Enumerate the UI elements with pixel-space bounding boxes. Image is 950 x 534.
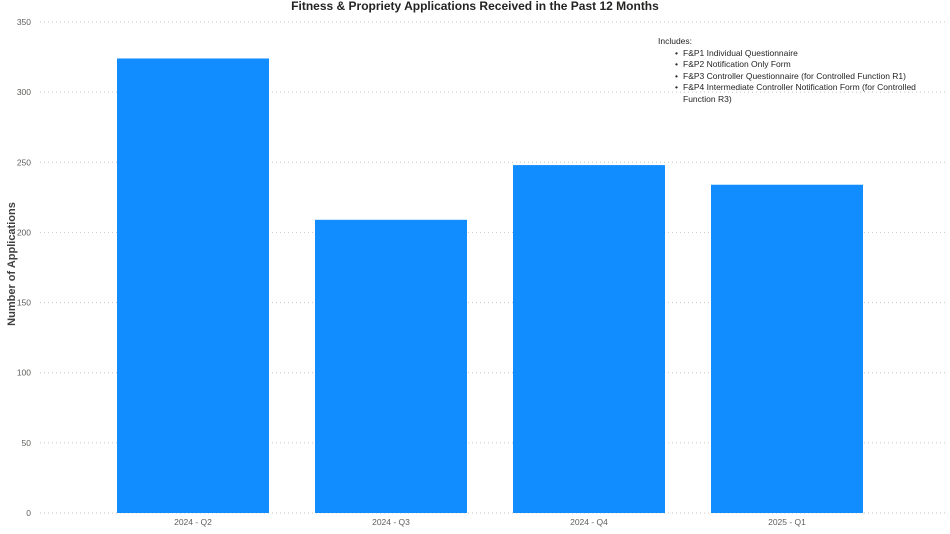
y-tick-label: 200 [17, 227, 31, 237]
y-axis-ticks: 0 50 100 150 200 250 300 350 [17, 17, 31, 518]
x-tick-label: 2024 - Q3 [372, 517, 410, 527]
y-tick-label: 250 [17, 157, 31, 167]
annotation-item: F&P3 Controller Questionnaire (for Contr… [675, 71, 943, 83]
y-tick-label: 300 [17, 87, 31, 97]
annotation-item: F&P1 Individual Questionnaire [675, 48, 943, 60]
bar[interactable] [315, 219, 467, 513]
x-axis-ticks: 2024 - Q2 2024 - Q3 2024 - Q4 2025 - Q1 [174, 517, 806, 527]
bar[interactable] [117, 58, 269, 514]
chart-title: Fitness & Propriety Applications Receive… [291, 0, 659, 13]
bar[interactable] [513, 165, 665, 513]
bars [117, 58, 863, 514]
y-tick-label: 100 [17, 368, 31, 378]
annotation-item: F&P4 Intermediate Controller Notificatio… [675, 82, 943, 105]
gridlines [40, 21, 945, 514]
annotation-list: F&P1 Individual Questionnaire F&P2 Notif… [658, 48, 943, 106]
bar[interactable] [711, 184, 863, 513]
x-tick-label: 2024 - Q4 [570, 517, 608, 527]
x-tick-label: 2024 - Q2 [174, 517, 212, 527]
x-tick-label: 2025 - Q1 [768, 517, 806, 527]
annotation-item: F&P2 Notification Only Form [675, 59, 943, 71]
y-tick-label: 150 [17, 298, 31, 308]
y-tick-label: 50 [22, 438, 32, 448]
y-tick-label: 0 [26, 508, 31, 518]
y-tick-label: 350 [17, 17, 31, 27]
annotation-heading: Includes: [658, 36, 693, 46]
annotation-note: Includes: F&P1 Individual Questionnaire … [658, 36, 943, 105]
